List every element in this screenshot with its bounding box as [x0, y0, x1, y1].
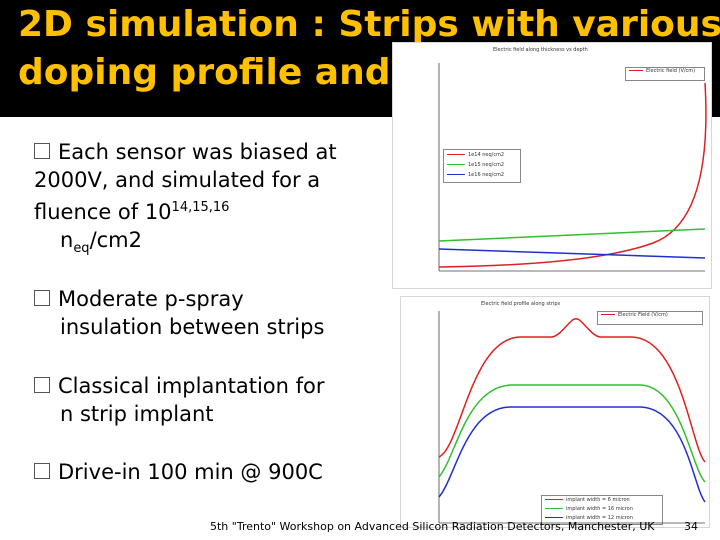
- plot-electric-field-strips: Electric field profile along strips Elec…: [400, 296, 710, 528]
- plot2-canvas: [438, 311, 706, 524]
- slide-page-number: 34: [684, 520, 698, 533]
- plot2-legend-top-label: Electric Field (V/cm): [618, 312, 668, 318]
- bullet-implant-line1: Classical implantation for: [58, 374, 325, 398]
- bullet-drivein-text: Drive-in 100 min @ 900C: [58, 460, 323, 484]
- plot-electric-field-depth: Electric field along thickness vs depth …: [392, 42, 712, 289]
- plot1-legend-item-1: 1e14 neq/cm2: [468, 152, 505, 158]
- plot1-canvas: [438, 63, 707, 272]
- slide-footer: 5th "Trento" Workshop on Advanced Silico…: [210, 520, 655, 533]
- plot1-legend-item-2: 1e15 neq/cm2: [468, 162, 505, 168]
- bullet-pspray-line2: insulation between strips: [60, 315, 325, 339]
- plot2-series-green: [438, 384, 706, 483]
- plot2-legend: implant width = 6 micron implant width =…: [541, 495, 663, 525]
- plot2-legend-item-3: implant width = 12 micron: [566, 515, 633, 521]
- plot2-title: Electric field profile along strips: [481, 301, 561, 307]
- plot2-legend-item-2: implant width = 16 micron: [566, 506, 633, 512]
- bullet-pspray: Moderate p-spray insulation between stri…: [34, 285, 364, 341]
- bullet-box-icon: [34, 143, 50, 159]
- plot1-series-blue: [438, 248, 706, 259]
- bullet-drivein: Drive-in 100 min @ 900C: [34, 458, 364, 486]
- bullet-pspray-line1: Moderate p-spray: [58, 287, 244, 311]
- plot1-series-green: [438, 228, 706, 242]
- bullet-bias: Each sensor was biased at 2000V, and sim…: [34, 138, 364, 263]
- plot1-title: Electric field along thickness vs depth: [493, 47, 588, 53]
- bullet-bias-text: Each sensor was biased at 2000V, and sim…: [34, 140, 337, 224]
- bullet-fluence-unit: neq/cm2: [60, 228, 143, 257]
- plot1-legend-top: Electric field (V/cm): [625, 67, 705, 81]
- plot1-legend: 1e14 neq/cm2 1e15 neq/cm2 1e16 neq/cm2: [443, 149, 521, 183]
- plot1-series-red: [438, 82, 707, 268]
- bullet-box-icon: [34, 463, 50, 479]
- plot2-series-blue: [438, 406, 706, 503]
- plot2-series-red: [438, 318, 706, 463]
- slide-title-line-1: 2D simulation : Strips with various: [18, 4, 720, 45]
- plot2-legend-top: Electric Field (V/cm): [597, 311, 703, 325]
- bullet-implant-line2: n strip implant: [60, 402, 214, 426]
- bullet-box-icon: [34, 290, 50, 306]
- plot1-legend-top-label: Electric field (V/cm): [646, 68, 696, 74]
- bullet-fluence-exponent: 14,15,16: [171, 200, 230, 215]
- plot2-legend-item-1: implant width = 6 micron: [566, 497, 630, 503]
- plot1-legend-item-3: 1e16 neq/cm2: [468, 172, 505, 178]
- bullet-implant: Classical implantation for n strip impla…: [34, 372, 364, 428]
- bullet-box-icon: [34, 377, 50, 393]
